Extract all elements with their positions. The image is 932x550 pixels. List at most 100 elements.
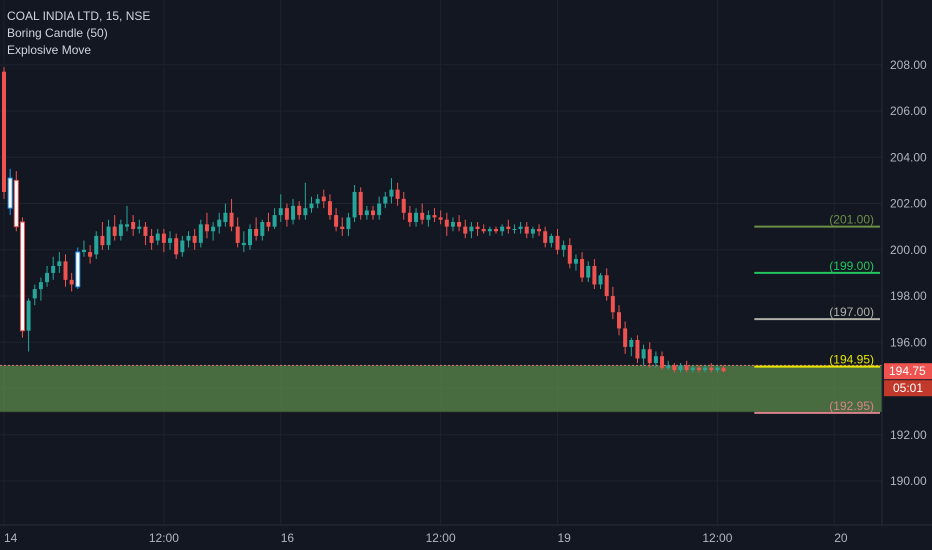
candle-body [364,210,369,216]
candle [604,268,609,301]
indicator-boring-candle[interactable]: Boring Candle (50) [7,26,108,40]
candle [32,284,37,306]
time-tick-label: 19 [558,531,572,545]
candle [543,226,548,248]
candle [7,168,13,216]
candle-body [641,349,646,359]
candle-body [463,226,468,234]
candle-body [512,228,517,230]
candle-body [586,265,591,278]
candle [715,365,720,373]
candle-body [549,235,554,243]
candle-body [684,365,689,371]
last-price-label: 194.75 [889,364,926,378]
candle [721,365,726,373]
indicator-explosive-move[interactable]: Explosive Move [7,43,92,57]
candle-body [211,226,216,232]
candle-body [137,226,142,229]
candle [334,208,339,232]
candle [457,215,462,232]
candle-body [94,235,99,255]
candle [672,363,677,373]
candle [211,222,216,241]
candle-body [278,208,283,216]
candle [481,224,486,234]
candle [26,298,31,352]
candle-body [690,367,695,371]
candle [703,365,708,373]
candle-body [51,265,56,273]
candle [235,217,240,248]
candle [346,212,351,236]
candle-body [241,242,246,246]
candle-body [617,312,621,329]
candle [463,219,468,239]
candle-body [469,226,474,232]
candle [684,360,689,373]
candle [469,222,474,239]
candle-body [395,189,400,199]
level-label: (201.00) [829,213,874,227]
candle-body [635,339,640,359]
candle-body [715,367,720,371]
candle-body [106,226,111,246]
candle-body [272,215,277,227]
candle [524,222,529,239]
candle [537,224,542,236]
candle-body [377,203,382,216]
candle-body [561,245,566,250]
candle [284,203,289,227]
time-tick-label: 20 [834,531,848,545]
symbol-title[interactable]: COAL INDIA LTD, 15, NSE [7,9,151,23]
candle [204,212,209,239]
price-tick-label: 198.00 [890,289,927,303]
level-label: (197.00) [829,305,874,319]
candle-body [254,228,259,236]
candle [100,222,105,250]
candle [229,198,234,232]
candle-body [432,215,437,218]
candle-body [389,189,394,197]
candle-body [696,367,701,371]
candle [580,252,585,283]
candle-body [358,191,363,216]
candle [573,254,578,271]
candle-body [45,272,50,283]
candle-body [186,235,191,241]
candle-body [57,261,62,266]
candle [494,226,498,234]
candle-body [426,215,431,220]
candle-body [69,279,74,285]
candle-body [444,219,449,227]
candle [450,217,455,232]
candle-body [500,226,505,232]
candle-body [414,212,419,223]
candle-body [506,226,511,229]
candle [2,67,6,199]
price-axis[interactable]: 208.00 206.00 204.00 202.00 200.00 198.00 196.… [890,58,927,488]
candle-body [248,228,252,246]
candle-body [2,71,6,192]
candle-body [118,224,123,236]
candle [51,256,56,280]
candle-body [303,208,308,216]
candle [500,224,505,236]
candle-body [629,339,634,347]
candle [278,194,283,223]
candle [217,212,222,234]
candle-body [666,365,671,368]
candle [647,342,652,368]
time-tick-label: 12:00 [426,531,456,545]
candle-body [346,217,351,229]
candle [19,217,25,338]
candle-body [26,300,31,331]
candle [241,231,246,253]
candle [487,226,492,236]
candle-body [383,196,388,204]
candle [364,205,369,220]
candle [327,194,332,220]
candle-body [204,224,209,232]
candle-body [266,222,271,227]
